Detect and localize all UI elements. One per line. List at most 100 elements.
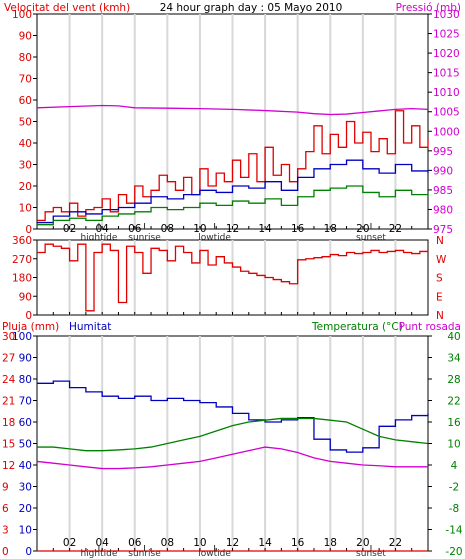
time-tick-label: 22 xyxy=(389,537,402,549)
series-dewpoint xyxy=(36,446,428,470)
rain-tick-label: 18 xyxy=(2,417,15,429)
wind-tick-label: 20 xyxy=(19,181,32,193)
event-label: sunrise xyxy=(128,549,161,559)
humidity-tick-label: 10 xyxy=(19,525,32,537)
humidity-tick-label: 40 xyxy=(19,460,32,472)
wind-direction-panel: 0 N 90 E 180 S 270 W 360 N xyxy=(12,235,447,322)
pressure-tick-label: 1000 xyxy=(433,126,460,138)
pressure-tick-label: 995 xyxy=(433,146,453,158)
direction-tick-label: 360 xyxy=(12,235,32,247)
humidity-temperature-panel: 02 04 06 08 10 12 14 16 18 20 22 0 0 3 10 6 20 9 30 12 40 15 5… xyxy=(2,331,463,559)
temp-tick-label: -2 xyxy=(449,482,459,494)
time-tick-label: 14 xyxy=(258,537,272,549)
rain-tick-label: 0 xyxy=(2,546,9,558)
compass-label: N xyxy=(436,235,444,247)
pressure-tick-label: 1005 xyxy=(433,107,460,119)
wind-tick-label: 90 xyxy=(19,31,32,43)
rain-tick-label: 6 xyxy=(2,503,9,515)
direction-tick-label: 90 xyxy=(19,291,32,303)
wind-tick-label: 80 xyxy=(19,52,32,64)
time-tick-label: 06 xyxy=(128,537,142,549)
event-label: sunrise xyxy=(128,233,161,243)
wind-tick-label: 100 xyxy=(12,9,32,21)
time-tick-label: 02 xyxy=(63,537,76,549)
rain-axis-title: Pluja (mm) xyxy=(2,321,59,333)
humidity-tick-label: 80 xyxy=(19,374,32,386)
rain-tick-label: 21 xyxy=(2,396,15,408)
pressure-tick-label: 980 xyxy=(433,204,453,216)
direction-tick-label: 270 xyxy=(12,254,32,266)
humidity-tick-label: 50 xyxy=(19,439,32,451)
pressure-tick-label: 1030 xyxy=(433,9,460,21)
wind-speed-axis-title: Velocitat del vent (kmh) xyxy=(4,2,130,14)
humidity-tick-label: 0 xyxy=(25,546,32,558)
rain-tick-label: 30 xyxy=(2,331,15,343)
pressure-tick-label: 1025 xyxy=(433,29,460,41)
rain-tick-label: 12 xyxy=(2,460,15,472)
rain-tick-label: 3 xyxy=(2,525,9,537)
time-tick-label: 16 xyxy=(291,537,305,549)
series-humidity xyxy=(37,380,429,453)
pressure-tick-label: 1020 xyxy=(433,48,460,60)
direction-tick-label: 0 xyxy=(25,310,32,322)
wind-tick-label: 50 xyxy=(19,117,32,129)
wind-pressure-panel: 02 04 06 08 10 12 14 16 18 20 22010203040506070809… xyxy=(12,9,460,243)
series-wind xyxy=(37,110,429,222)
event-label: lowtide xyxy=(198,549,231,559)
rain-tick-label: 27 xyxy=(2,353,15,365)
pressure-tick-label: 990 xyxy=(433,165,453,177)
temp-tick-label: -8 xyxy=(449,503,459,515)
event-label: hightide xyxy=(80,549,117,559)
time-tick-label: 18 xyxy=(324,537,337,549)
humidity-tick-label: 30 xyxy=(19,482,32,494)
event-label: sunset xyxy=(356,233,386,243)
chart-title: 24 hour graph day : 05 Mayo 2010 xyxy=(160,2,343,14)
humidity-tick-label: 100 xyxy=(12,331,32,343)
wind-tick-label: 30 xyxy=(19,160,32,172)
temp-tick-label: 28 xyxy=(447,374,460,386)
wind-tick-label: 40 xyxy=(19,138,32,150)
humidity-tick-label: 90 xyxy=(19,353,32,365)
time-tick-label: 20 xyxy=(356,537,369,549)
series-direction xyxy=(37,243,429,312)
temperature-axis-title: Temperatura (°C) xyxy=(311,321,403,333)
pressure-tick-label: 985 xyxy=(433,185,453,197)
time-tick-label: 08 xyxy=(161,537,174,549)
time-tick-label: 04 xyxy=(95,537,109,549)
temp-tick-label: 16 xyxy=(447,417,461,429)
direction-tick-label: 180 xyxy=(12,273,32,285)
series-temperature xyxy=(37,417,429,452)
temp-tick-label: 34 xyxy=(447,353,461,365)
temp-tick-label: -20 xyxy=(445,546,462,558)
series-gust xyxy=(37,159,429,224)
rain-tick-label: 9 xyxy=(2,482,9,494)
humidity-tick-label: 70 xyxy=(19,396,32,408)
temp-tick-label: 10 xyxy=(447,439,460,451)
time-tick-label: 12 xyxy=(226,537,239,549)
rain-tick-label: 24 xyxy=(2,374,16,386)
event-label: sunset xyxy=(356,549,386,559)
pressure-tick-label: 975 xyxy=(433,224,453,236)
compass-label: S xyxy=(436,273,443,285)
pressure-tick-label: 1010 xyxy=(433,87,460,99)
wind-tick-label: 70 xyxy=(19,74,32,86)
wind-tick-label: 0 xyxy=(25,224,32,236)
rain-tick-label: 15 xyxy=(2,439,15,451)
wind-tick-label: 60 xyxy=(19,95,32,107)
temp-tick-label: 22 xyxy=(447,396,460,408)
wind-tick-label: 10 xyxy=(19,203,32,215)
humidity-tick-label: 60 xyxy=(19,417,32,429)
pressure-tick-label: 1015 xyxy=(433,68,460,80)
temp-tick-label: 40 xyxy=(447,331,460,343)
pressure-axis-title: Pressió (mb) xyxy=(396,2,461,14)
humidity-axis-title: Humitat xyxy=(69,321,111,333)
temp-tick-label: -14 xyxy=(445,525,462,537)
humidity-tick-label: 20 xyxy=(19,503,32,515)
dewpoint-axis-title: Punt rosada xyxy=(399,321,461,333)
compass-label: E xyxy=(436,291,443,303)
event-label: hightide xyxy=(80,233,117,243)
temp-tick-label: 4 xyxy=(451,460,458,472)
event-label: lowtide xyxy=(198,233,231,243)
compass-label: N xyxy=(436,310,444,322)
